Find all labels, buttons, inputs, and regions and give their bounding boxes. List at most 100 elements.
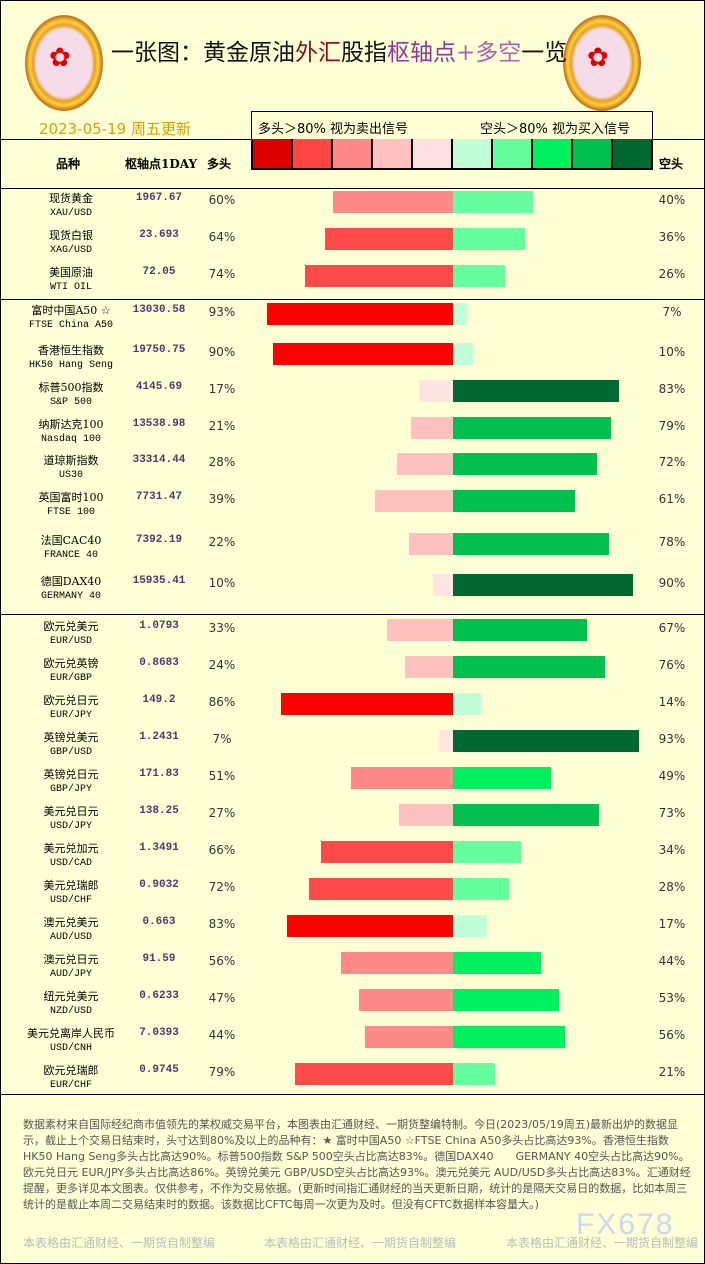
long-bar bbox=[333, 191, 453, 213]
pivot-value: 0.9745 bbox=[139, 1064, 179, 1076]
long-percent: 44% bbox=[208, 1028, 236, 1042]
pivot-value: 1967.67 bbox=[135, 192, 183, 204]
short-percent: 90% bbox=[658, 576, 686, 590]
table-row: 欧元兑英镑 EUR/GBP 0.8683 24% 76% bbox=[1, 654, 705, 690]
watermark: 本表格由汇通财经、一期货自制整编 bbox=[23, 1236, 216, 1250]
table-row: 英镑兑日元 GBP/JPY 171.83 51% 49% bbox=[1, 765, 705, 801]
long-percent: 7% bbox=[212, 732, 232, 746]
instrument-name: 美元兑日元 USD/JPY bbox=[43, 805, 99, 832]
short-percent: 17% bbox=[658, 917, 686, 931]
header-long: 多头 bbox=[207, 157, 232, 171]
section-divider bbox=[1, 299, 705, 300]
pivot-value: 13538.98 bbox=[132, 418, 186, 430]
long-percent: 66% bbox=[208, 843, 236, 857]
section-divider bbox=[1, 614, 705, 615]
table-row: 澳元兑美元 AUD/USD 0.663 83% 17% bbox=[1, 913, 705, 949]
instrument-name: 欧元兑日元 EUR/JPY bbox=[43, 694, 99, 721]
pivot-value: 1.3491 bbox=[139, 842, 179, 854]
legend-short-text: 空头＞80% 视为买入信号 bbox=[480, 122, 631, 137]
short-bar bbox=[453, 693, 481, 715]
pivot-value: 13030.58 bbox=[132, 304, 186, 316]
long-percent: 90% bbox=[208, 345, 236, 359]
watermark: 本表格由汇通财经、一期货自制整编 bbox=[506, 1236, 699, 1250]
long-bar bbox=[359, 989, 453, 1011]
instrument-name: 纳斯达克100 Nasdaq 100 bbox=[38, 418, 104, 445]
short-bar bbox=[453, 878, 509, 900]
short-percent: 28% bbox=[658, 880, 686, 894]
long-bar bbox=[295, 1063, 453, 1085]
long-percent: 33% bbox=[208, 621, 236, 635]
short-bar bbox=[453, 380, 619, 402]
short-percent: 49% bbox=[658, 769, 686, 783]
color-swatch bbox=[413, 139, 453, 168]
instrument-name: 现货白银 XAG/USD bbox=[49, 229, 93, 256]
long-percent: 72% bbox=[208, 880, 236, 894]
short-percent: 61% bbox=[658, 492, 686, 506]
color-swatch bbox=[373, 139, 413, 168]
short-percent: 93% bbox=[658, 732, 686, 746]
color-swatch bbox=[613, 139, 651, 168]
long-bar bbox=[341, 952, 453, 974]
long-bar bbox=[399, 804, 453, 826]
long-percent: 83% bbox=[208, 917, 236, 931]
short-percent: 44% bbox=[658, 954, 686, 968]
short-percent: 21% bbox=[658, 1065, 686, 1079]
short-bar bbox=[453, 1026, 565, 1048]
short-bar bbox=[453, 265, 505, 287]
long-percent: 56% bbox=[208, 954, 236, 968]
instrument-name: 美元兑加元 USD/CAD bbox=[43, 842, 99, 869]
short-percent: 7% bbox=[662, 305, 682, 319]
short-percent: 34% bbox=[658, 843, 686, 857]
long-bar bbox=[325, 228, 453, 250]
pivot-value: 72.05 bbox=[142, 266, 176, 278]
long-percent: 93% bbox=[208, 305, 236, 319]
pivot-value: 149.2 bbox=[142, 694, 176, 706]
short-percent: 67% bbox=[658, 621, 686, 635]
short-bar bbox=[453, 453, 597, 475]
long-bar bbox=[405, 656, 453, 678]
table-row: 标普500指数 S&P 500 4145.69 17% 83% bbox=[1, 378, 705, 414]
pivot-value: 1.2431 bbox=[139, 731, 179, 743]
pivot-value: 91.59 bbox=[142, 953, 176, 965]
table-row: 美国原油 WTI OIL 72.05 74% 26% bbox=[1, 263, 705, 299]
instrument-name: 英镑兑美元 GBP/USD bbox=[43, 731, 99, 758]
color-swatch bbox=[533, 139, 573, 168]
pivot-value: 4145.69 bbox=[135, 381, 183, 393]
table-row: 现货黄金 XAU/USD 1967.67 60% 40% bbox=[1, 189, 705, 225]
short-percent: 83% bbox=[658, 382, 686, 396]
long-bar bbox=[267, 303, 453, 325]
long-bar bbox=[439, 730, 453, 752]
long-bar bbox=[281, 693, 453, 715]
long-percent: 47% bbox=[208, 991, 236, 1005]
long-bar bbox=[397, 453, 453, 475]
long-bar bbox=[365, 1026, 453, 1048]
short-bar bbox=[453, 228, 525, 250]
logo-right: ✿ bbox=[563, 15, 641, 111]
short-bar bbox=[453, 989, 559, 1011]
instrument-name: 欧元兑瑞郎 EUR/CHF bbox=[43, 1064, 99, 1091]
table-row: 现货白银 XAG/USD 23.693 64% 36% bbox=[1, 226, 705, 262]
table-row: 澳元兑日元 AUD/JPY 91.59 56% 44% bbox=[1, 950, 705, 986]
long-percent: 74% bbox=[208, 267, 236, 281]
brand-logo: FX678 bbox=[576, 1208, 675, 1241]
short-bar bbox=[453, 343, 473, 365]
section-divider bbox=[1, 188, 705, 189]
table-row: 纽元兑美元 NZD/USD 0.6233 47% 53% bbox=[1, 987, 705, 1023]
short-percent: 36% bbox=[658, 230, 686, 244]
color-scale bbox=[251, 139, 653, 170]
short-bar bbox=[453, 191, 533, 213]
long-bar bbox=[305, 265, 453, 287]
table-row: 美元兑离岸人民币 USD/CNH 7.0393 44% 56% bbox=[1, 1024, 705, 1060]
short-percent: 72% bbox=[658, 455, 686, 469]
instrument-name: 美元兑离岸人民币 USD/CNH bbox=[27, 1027, 115, 1054]
pivot-value: 0.8683 bbox=[139, 657, 179, 669]
short-percent: 56% bbox=[658, 1028, 686, 1042]
header-name: 品种 bbox=[56, 157, 81, 171]
short-bar bbox=[453, 730, 639, 752]
table-row: 纳斯达克100 Nasdaq 100 13538.98 21% 79% bbox=[1, 415, 705, 451]
short-percent: 14% bbox=[658, 695, 686, 709]
table-row: 欧元兑日元 EUR/JPY 149.2 86% 14% bbox=[1, 691, 705, 727]
instrument-name: 现货黄金 XAU/USD bbox=[49, 192, 93, 219]
divider bbox=[1, 1094, 705, 1095]
